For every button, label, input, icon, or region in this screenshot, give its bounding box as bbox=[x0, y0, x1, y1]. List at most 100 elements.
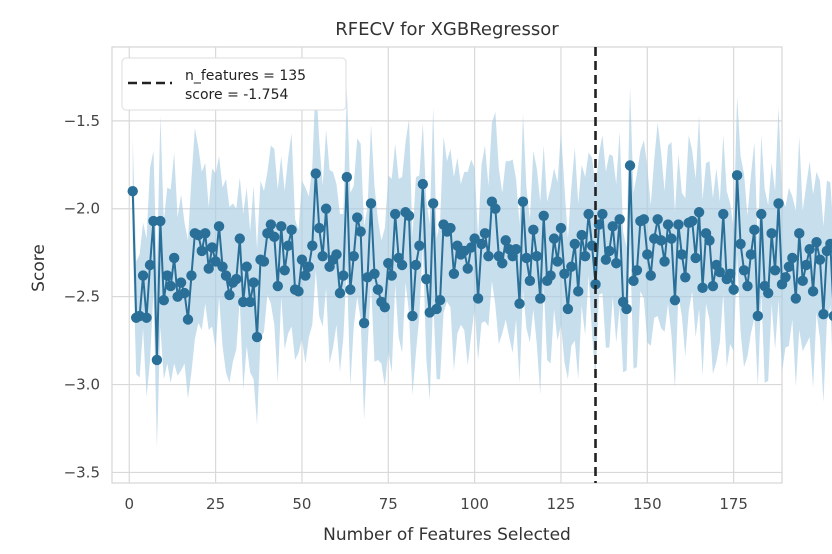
score-point bbox=[798, 276, 808, 286]
score-point bbox=[725, 269, 735, 279]
score-point bbox=[556, 223, 566, 233]
score-point bbox=[304, 262, 314, 272]
score-point bbox=[321, 204, 331, 214]
legend: n_features = 135 score = -1.754 bbox=[122, 58, 346, 110]
score-point bbox=[680, 272, 690, 282]
score-point bbox=[418, 179, 428, 189]
score-point bbox=[697, 283, 707, 293]
score-point bbox=[780, 272, 790, 282]
score-point bbox=[549, 233, 559, 243]
score-point bbox=[397, 260, 407, 270]
score-point bbox=[214, 221, 224, 231]
score-point bbox=[535, 293, 545, 303]
score-point bbox=[307, 240, 317, 250]
x-axis-title: Number of Features Selected bbox=[323, 525, 571, 545]
score-point bbox=[141, 313, 151, 323]
score-point bbox=[580, 251, 590, 261]
score-point bbox=[245, 297, 255, 307]
score-point bbox=[525, 276, 535, 286]
score-point bbox=[808, 286, 818, 296]
score-point bbox=[269, 232, 279, 242]
score-point bbox=[373, 284, 383, 294]
chart-title: RFECV for XGBRegressor bbox=[335, 19, 559, 40]
score-point bbox=[801, 260, 811, 270]
score-point bbox=[815, 255, 825, 265]
score-point bbox=[162, 270, 172, 280]
score-point bbox=[677, 249, 687, 259]
y-tick-label: −2.5 bbox=[64, 288, 100, 306]
score-point bbox=[380, 302, 390, 312]
score-point bbox=[673, 219, 683, 229]
score-point bbox=[414, 240, 424, 250]
score-point bbox=[604, 246, 614, 256]
score-point bbox=[518, 197, 528, 207]
score-point bbox=[611, 258, 621, 268]
x-tick-label: 0 bbox=[124, 495, 134, 513]
y-tick-label: −1.5 bbox=[64, 112, 100, 130]
score-point bbox=[342, 172, 352, 182]
score-point bbox=[335, 288, 345, 298]
score-point bbox=[279, 265, 289, 275]
score-point bbox=[197, 246, 207, 256]
score-point bbox=[632, 265, 642, 275]
score-point bbox=[539, 211, 549, 221]
score-point bbox=[314, 223, 324, 233]
score-point bbox=[770, 265, 780, 275]
score-point bbox=[732, 170, 742, 180]
score-point bbox=[276, 221, 286, 231]
score-point bbox=[352, 212, 362, 222]
score-point bbox=[621, 304, 631, 314]
score-point bbox=[128, 186, 138, 196]
score-point bbox=[169, 253, 179, 263]
x-tick-label: 125 bbox=[547, 495, 576, 513]
score-point bbox=[690, 253, 700, 263]
score-point bbox=[369, 269, 379, 279]
x-tick-label: 50 bbox=[292, 495, 311, 513]
score-point bbox=[818, 309, 828, 319]
score-point bbox=[570, 239, 580, 249]
score-point bbox=[286, 225, 296, 235]
score-point bbox=[224, 290, 234, 300]
score-point bbox=[545, 270, 555, 280]
score-point bbox=[659, 256, 669, 266]
score-point bbox=[145, 260, 155, 270]
score-point bbox=[349, 251, 359, 261]
x-tick-label: 150 bbox=[633, 495, 662, 513]
score-point bbox=[317, 251, 327, 261]
score-point bbox=[639, 214, 649, 224]
y-tick-label: −2.0 bbox=[64, 200, 100, 218]
score-point bbox=[159, 295, 169, 305]
score-point bbox=[235, 233, 245, 243]
score-point bbox=[763, 288, 773, 298]
score-point bbox=[614, 214, 624, 224]
y-tick-label: −3.0 bbox=[64, 376, 100, 394]
score-point bbox=[528, 225, 538, 235]
score-point bbox=[331, 249, 341, 259]
score-point bbox=[355, 226, 365, 236]
score-point bbox=[687, 216, 697, 226]
score-point bbox=[728, 284, 738, 294]
score-point bbox=[694, 207, 704, 217]
score-point bbox=[483, 251, 493, 261]
score-point bbox=[628, 276, 638, 286]
score-point bbox=[670, 295, 680, 305]
score-point bbox=[476, 239, 486, 249]
score-point bbox=[345, 284, 355, 294]
score-point bbox=[787, 253, 797, 263]
score-point bbox=[497, 258, 507, 268]
score-point bbox=[642, 249, 652, 259]
score-point bbox=[563, 304, 573, 314]
score-point bbox=[511, 244, 521, 254]
score-point bbox=[411, 260, 421, 270]
score-point bbox=[186, 270, 196, 280]
score-point bbox=[742, 281, 752, 291]
score-point bbox=[176, 277, 186, 287]
score-point bbox=[652, 214, 662, 224]
score-point bbox=[200, 228, 210, 238]
score-point bbox=[259, 256, 269, 266]
score-point bbox=[421, 274, 431, 284]
score-point bbox=[252, 332, 262, 342]
score-point bbox=[521, 253, 531, 263]
score-point bbox=[663, 219, 673, 229]
